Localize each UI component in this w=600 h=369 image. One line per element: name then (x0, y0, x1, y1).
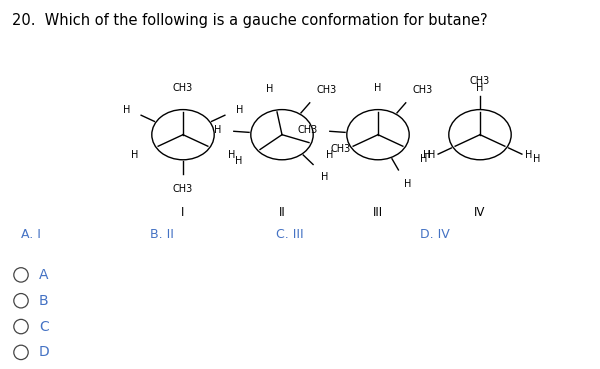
Text: H: H (214, 125, 221, 135)
Text: H: H (476, 83, 484, 93)
Text: CH3: CH3 (173, 83, 193, 93)
Text: III: III (373, 206, 383, 219)
Text: CH3: CH3 (317, 85, 337, 94)
Text: CH3: CH3 (470, 76, 490, 86)
Text: H: H (533, 154, 540, 164)
Text: H: H (235, 156, 242, 166)
Text: A. I: A. I (21, 228, 41, 241)
Text: I: I (181, 206, 185, 219)
Text: H: H (374, 83, 382, 93)
Text: H: H (227, 151, 235, 161)
Text: C. III: C. III (276, 228, 304, 241)
Text: B: B (39, 294, 49, 308)
Text: H: H (123, 105, 130, 115)
Text: H: H (326, 151, 334, 161)
Text: 20.  Which of the following is a gauche conformation for butane?: 20. Which of the following is a gauche c… (12, 13, 488, 28)
Text: IV: IV (475, 206, 485, 219)
Text: C: C (39, 320, 49, 334)
Text: H: H (321, 172, 328, 182)
Text: A: A (39, 268, 49, 282)
Text: H: H (524, 151, 532, 161)
Text: CH3: CH3 (297, 125, 317, 135)
Text: D. IV: D. IV (420, 228, 450, 241)
Text: CH3: CH3 (331, 144, 350, 154)
Text: H: H (428, 151, 436, 161)
Text: H: H (404, 179, 411, 189)
Text: H: H (422, 151, 430, 161)
Text: H: H (236, 105, 243, 115)
Text: H: H (131, 151, 139, 161)
Text: B. II: B. II (150, 228, 174, 241)
Text: CH3: CH3 (413, 85, 433, 94)
Text: D: D (39, 345, 50, 359)
Text: CH3: CH3 (173, 184, 193, 194)
Text: II: II (278, 206, 286, 219)
Text: H: H (266, 84, 273, 94)
Text: H: H (420, 154, 427, 164)
